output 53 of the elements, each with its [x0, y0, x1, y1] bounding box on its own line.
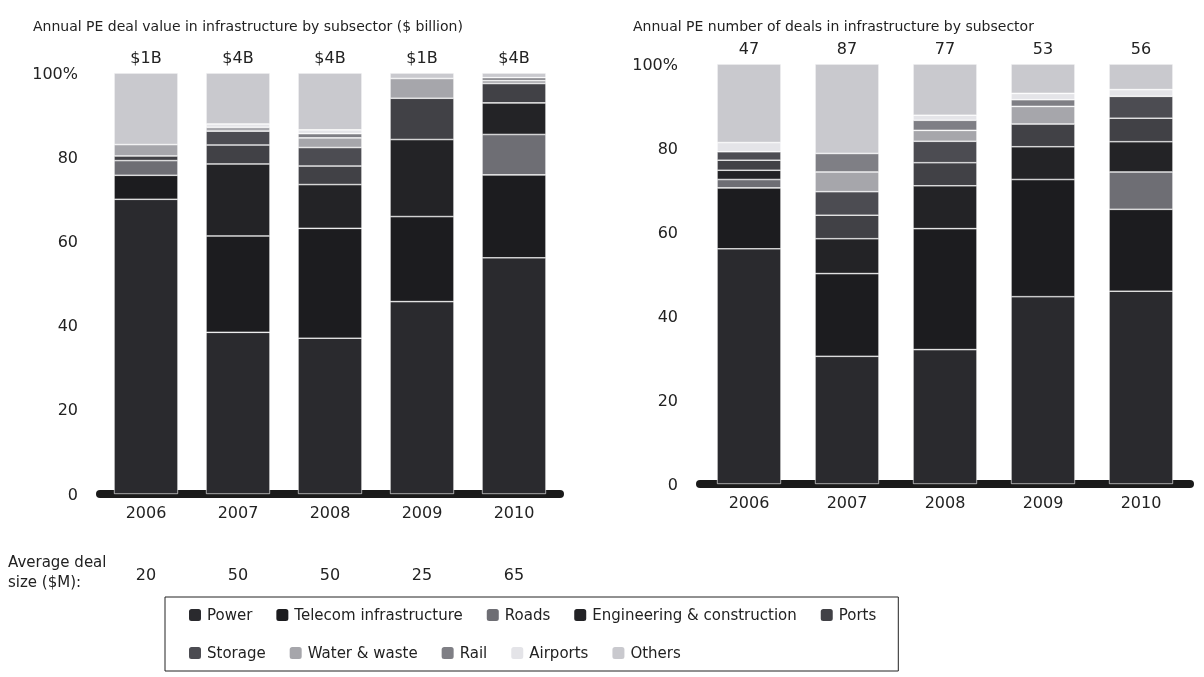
y-tick-label: 0: [67, 484, 78, 504]
text: 50: [319, 564, 341, 584]
annotation: 53: [1032, 38, 1054, 58]
text: 65: [503, 564, 525, 584]
y-tick-label: 20: [657, 390, 678, 410]
legend-label: Water & waste: [307, 644, 418, 662]
annotation: 47: [738, 38, 760, 58]
chart-title: Annual PE deal value in infrastructure by subsector ($ billion): [33, 18, 463, 34]
x-tick-label: 2006: [728, 492, 770, 512]
x-tick-label: 2006: [125, 502, 167, 522]
legend-label: Rail: [459, 644, 488, 662]
x-tick-label: 2008: [309, 502, 351, 522]
chart-title: Annual PE number of deals in infrastructure by subsector: [633, 18, 1035, 34]
y-tick-label: 20: [57, 400, 78, 420]
legend-label: Ports: [838, 606, 877, 624]
annotation: 56: [1130, 38, 1152, 58]
legend-label: Telecom infrastructure: [293, 606, 463, 624]
y-tick-label: 100%: [32, 63, 78, 83]
y-tick-label: 100%: [632, 54, 678, 74]
legend-label: Others: [630, 644, 682, 662]
y-tick-label: 60: [657, 222, 678, 242]
x-tick-label: 2007: [826, 492, 868, 512]
x-tick-label: 2007: [217, 502, 259, 522]
annotation: 87: [836, 38, 858, 58]
x-tick-label: 2010: [1120, 492, 1162, 512]
y-tick-label: 60: [57, 231, 78, 251]
bar: [482, 73, 546, 78]
y-tick-label: 80: [657, 138, 678, 158]
x-tick-label: 2009: [401, 502, 443, 522]
bar: [298, 73, 362, 130]
legend-label: Airports: [529, 644, 589, 662]
legend-label: Roads: [504, 606, 551, 624]
annotation: 77: [934, 38, 956, 58]
bar: [206, 73, 270, 124]
x-tick-label: 2008: [924, 492, 966, 512]
annotation: $1B: [406, 47, 438, 67]
annotation: $4B: [498, 47, 530, 67]
text: Average deal size ($M):: [8, 553, 112, 591]
annotation: $4B: [314, 47, 346, 67]
annotation: $1B: [130, 47, 162, 67]
y-tick-label: 40: [657, 306, 678, 326]
y-tick-label: 0: [667, 474, 678, 494]
text: 25: [411, 564, 433, 584]
x-tick-label: 2010: [493, 502, 535, 522]
legend-label: Power: [207, 606, 254, 624]
legend-label: Storage: [207, 644, 266, 662]
text: 20: [135, 564, 157, 584]
y-tick-label: 40: [57, 316, 78, 336]
y-tick-label: 80: [57, 147, 78, 167]
text: 50: [227, 564, 249, 584]
legend-label: Engineering & construction: [592, 606, 797, 624]
x-tick-label: 2009: [1022, 492, 1064, 512]
annotation: $4B: [222, 47, 254, 67]
